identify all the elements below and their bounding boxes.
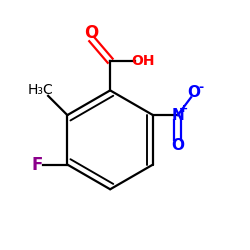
- Text: O: O: [171, 138, 184, 153]
- Text: OH: OH: [131, 54, 155, 68]
- Text: -: -: [198, 82, 203, 94]
- Text: F: F: [32, 156, 43, 174]
- Text: H₃C: H₃C: [28, 84, 54, 98]
- Text: N: N: [171, 108, 184, 122]
- Text: +: +: [179, 104, 188, 114]
- Text: O: O: [84, 24, 99, 42]
- Text: O: O: [187, 85, 200, 100]
